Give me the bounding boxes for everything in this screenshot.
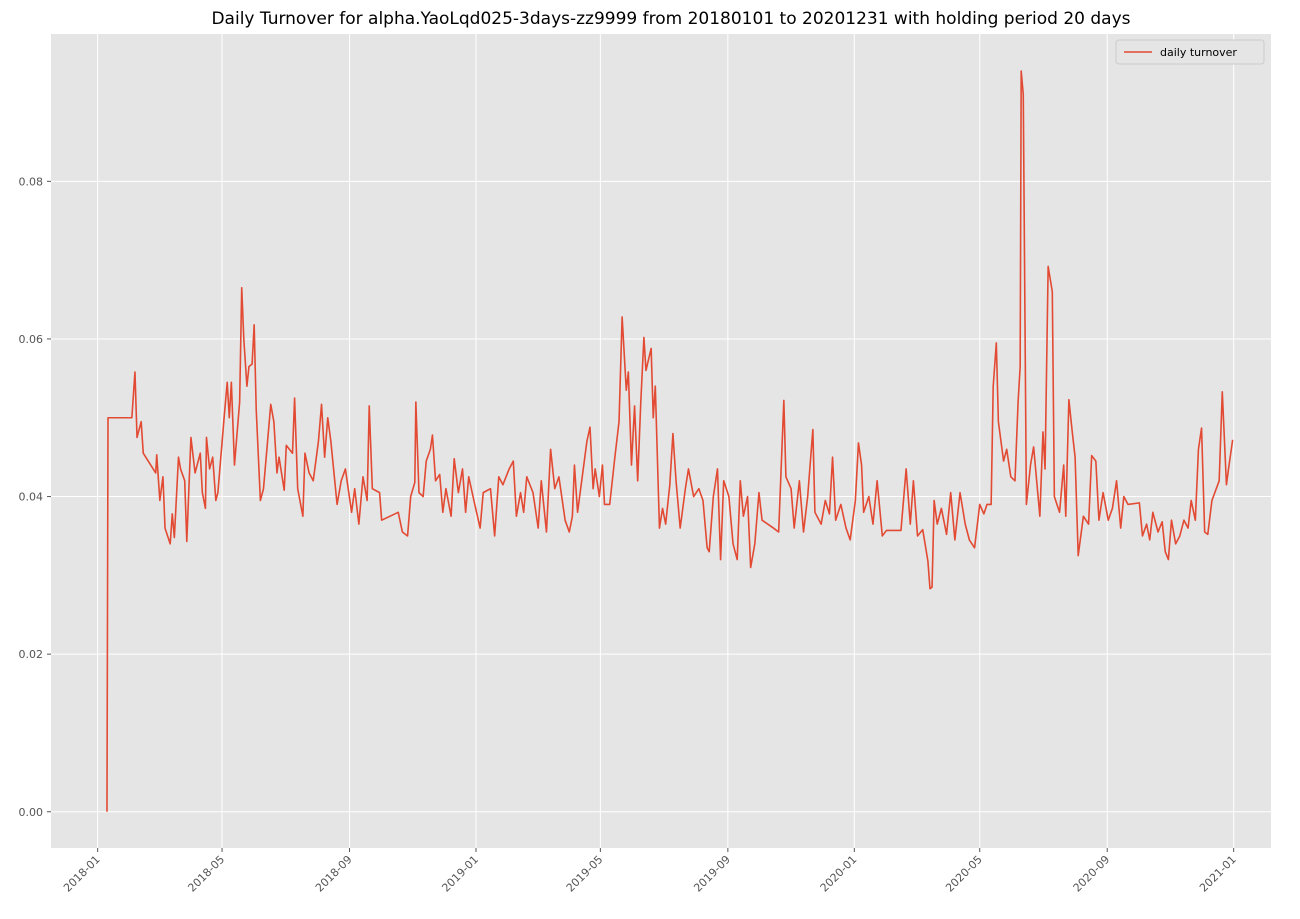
x-tick-label: 2019-09 (691, 853, 733, 895)
y-tick-label: 0.00 (19, 806, 44, 819)
y-tick-label: 0.04 (19, 491, 44, 504)
x-tick-label: 2019-01 (439, 853, 481, 895)
x-tick-label: 2019-05 (564, 853, 606, 895)
chart-title: Daily Turnover for alpha.YaoLqd025-3days… (211, 9, 1130, 29)
x-tick-label: 2018-01 (61, 853, 103, 895)
x-tick-label: 2018-05 (185, 853, 227, 895)
legend-box (1115, 39, 1265, 65)
x-tick-label: 2020-09 (1071, 853, 1113, 895)
y-tick-label: 0.02 (19, 648, 44, 661)
x-tick-label: 2020-01 (818, 853, 860, 895)
y-tick-label: 0.08 (19, 175, 44, 188)
y-tick-label: 0.06 (19, 333, 44, 346)
legend-label: daily turnover (1160, 46, 1237, 59)
x-tick-label: 2018-09 (313, 853, 355, 895)
x-tick-label: 2020-05 (943, 853, 985, 895)
series-line (106, 70, 1234, 812)
x-tick-label: 2021-01 (1197, 853, 1239, 895)
legend: daily turnover (1115, 39, 1265, 65)
